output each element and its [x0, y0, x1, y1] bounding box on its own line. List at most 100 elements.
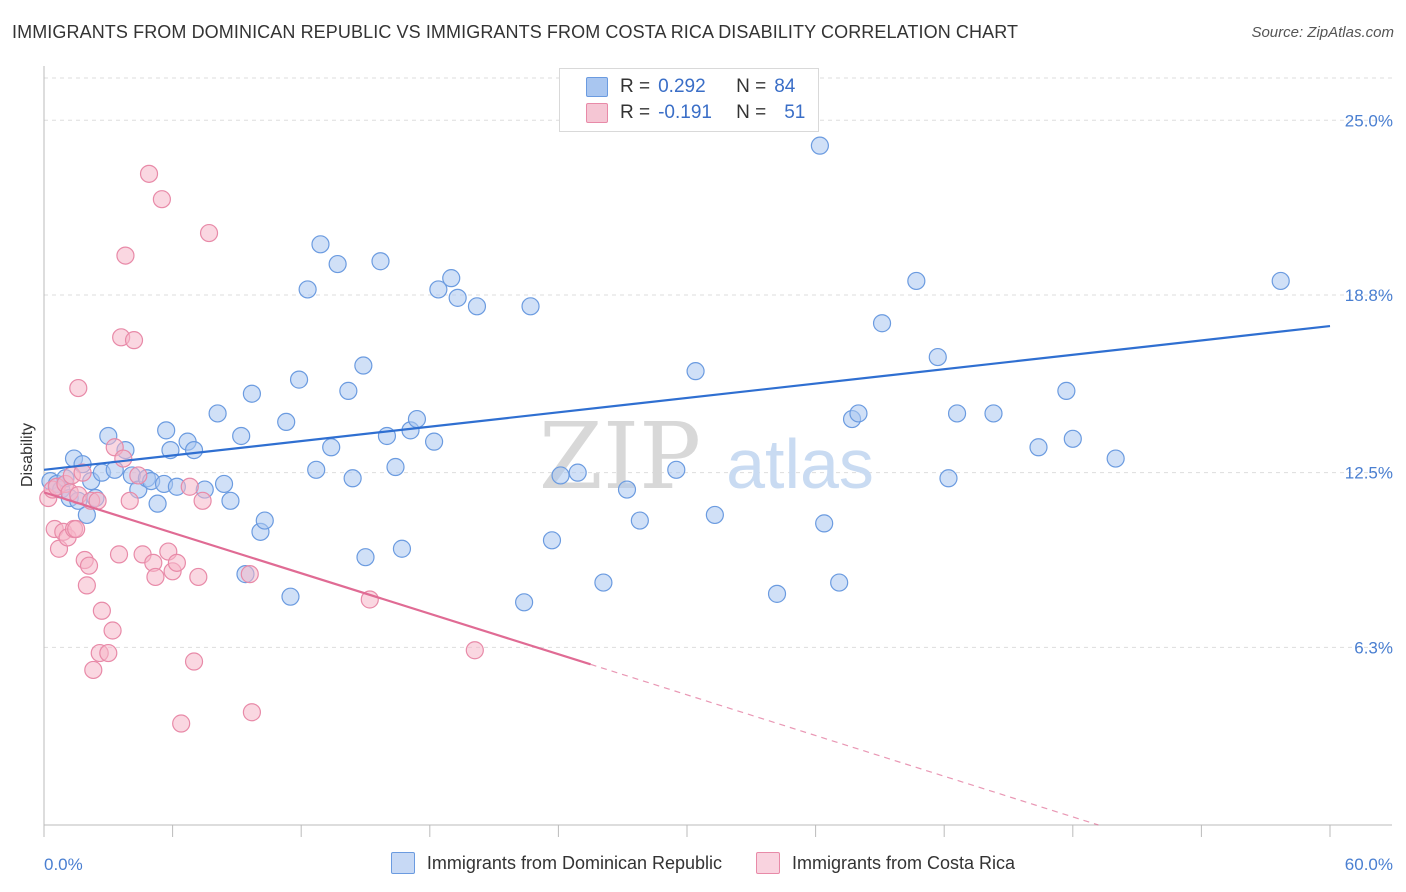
point-dominican: [354, 356, 373, 375]
legend-swatch-pink: [586, 103, 608, 123]
legend-n-value-costa-rica: 51: [784, 102, 806, 123]
watermark-atlas: atlas: [726, 425, 874, 503]
tick-labels: 6.3% 12.5% 18.8% 25.0% 0.0% 60.0%: [44, 111, 1393, 874]
x-tick-label: 60.0%: [1345, 855, 1393, 874]
point-dominican: [289, 370, 309, 389]
watermark: ZIP atlas: [539, 403, 874, 510]
point-dominican: [208, 404, 227, 423]
point-costa-rica: [92, 601, 111, 620]
point-dominican: [242, 384, 262, 403]
point-dominican: [339, 381, 358, 400]
legend-item-costa-rica[interactable]: Immigrants from Costa Rica: [756, 852, 1015, 874]
point-costa-rica: [99, 643, 118, 663]
point-dominican: [928, 347, 947, 367]
point-dominican: [939, 469, 958, 488]
axes: [43, 66, 1392, 837]
point-costa-rica: [120, 491, 139, 510]
point-costa-rica: [240, 565, 259, 584]
point-dominican: [442, 269, 461, 288]
legend-swatch-pink: [756, 852, 781, 874]
point-dominican: [298, 280, 317, 299]
point-dominican: [328, 254, 347, 274]
point-dominican: [1029, 438, 1048, 457]
point-costa-rica: [124, 331, 144, 350]
legend-swatch-blue: [390, 852, 415, 874]
point-dominican: [551, 466, 570, 485]
legend-r-label: R =: [620, 102, 651, 123]
legend-n-value-dominican: 84: [774, 76, 796, 97]
point-dominican: [221, 491, 240, 510]
point-costa-rica: [139, 164, 159, 183]
legend-label-dominican: Immigrants from Dominican Republic: [426, 852, 723, 873]
point-dominican: [815, 514, 834, 533]
point-dominican: [255, 511, 274, 530]
point-costa-rica: [193, 491, 212, 510]
point-costa-rica: [103, 621, 122, 640]
point-costa-rica: [73, 463, 92, 482]
point-costa-rica: [189, 567, 208, 587]
point-dominican: [232, 426, 251, 446]
legend-label-costa-rica: Immigrants from Costa Rica: [792, 852, 1016, 873]
point-dominican: [630, 511, 649, 530]
point-dominican: [343, 469, 362, 488]
x-tick-label: 0.0%: [44, 855, 83, 874]
legend-r-value-costa-rica: -0.191: [658, 102, 712, 123]
point-dominican: [594, 573, 613, 592]
point-dominican: [830, 573, 849, 592]
point-dominican: [686, 362, 705, 381]
point-costa-rica: [242, 703, 262, 722]
point-dominican: [1106, 449, 1125, 468]
trend-line-dominican: [43, 324, 1331, 471]
point-dominican: [322, 438, 341, 457]
legend-r-value-dominican: 0.292: [658, 76, 706, 97]
point-dominican: [407, 409, 427, 429]
point-dominican: [667, 460, 686, 479]
point-costa-rica: [180, 477, 199, 496]
point-costa-rica: [465, 641, 484, 660]
point-dominican: [214, 474, 234, 494]
point-dominican: [148, 494, 167, 513]
trend-lines: [43, 324, 1331, 826]
point-dominican: [157, 421, 176, 440]
data-points: [39, 136, 1290, 733]
y-axis-label: Disability: [19, 423, 36, 487]
point-dominican: [907, 271, 926, 291]
point-dominican: [984, 404, 1003, 423]
point-costa-rica: [184, 652, 204, 671]
point-dominican: [1063, 429, 1082, 448]
point-dominican: [429, 280, 448, 299]
point-dominican: [515, 593, 534, 612]
point-dominican: [277, 412, 296, 432]
point-dominican: [1057, 381, 1076, 400]
trend-line-costa-rica-extension: [590, 663, 1099, 826]
point-dominican: [386, 457, 405, 477]
legend-item-dominican[interactable]: Immigrants from Dominican Republic: [390, 852, 723, 874]
point-costa-rica: [79, 556, 99, 575]
point-costa-rica: [116, 246, 135, 265]
point-dominican: [521, 297, 540, 316]
point-dominican: [568, 463, 587, 482]
point-dominican: [424, 432, 444, 451]
point-costa-rica: [152, 190, 171, 209]
point-costa-rica: [77, 576, 96, 595]
point-dominican: [1271, 271, 1290, 291]
y-tick-label: 6.3%: [1354, 638, 1393, 657]
point-dominican: [448, 288, 467, 307]
source-label: Source: ZipAtlas.com: [1251, 24, 1394, 41]
point-dominican: [617, 480, 637, 499]
point-costa-rica: [199, 223, 219, 243]
legend-r-label: R =: [620, 76, 651, 97]
point-costa-rica: [84, 660, 103, 680]
point-dominican: [872, 314, 892, 333]
point-costa-rica: [167, 553, 186, 572]
grid-lines: [44, 77, 1392, 648]
point-dominican: [311, 235, 330, 254]
point-dominican: [947, 404, 967, 423]
point-dominican: [281, 587, 300, 606]
point-dominican: [356, 548, 375, 567]
y-tick-label: 12.5%: [1345, 464, 1393, 483]
legend-n-label: N =: [736, 76, 767, 97]
point-dominican: [810, 136, 829, 155]
stats-legend: R = 0.292 N = 84 R = -0.191 N = 51: [559, 68, 819, 132]
point-costa-rica: [172, 714, 191, 733]
